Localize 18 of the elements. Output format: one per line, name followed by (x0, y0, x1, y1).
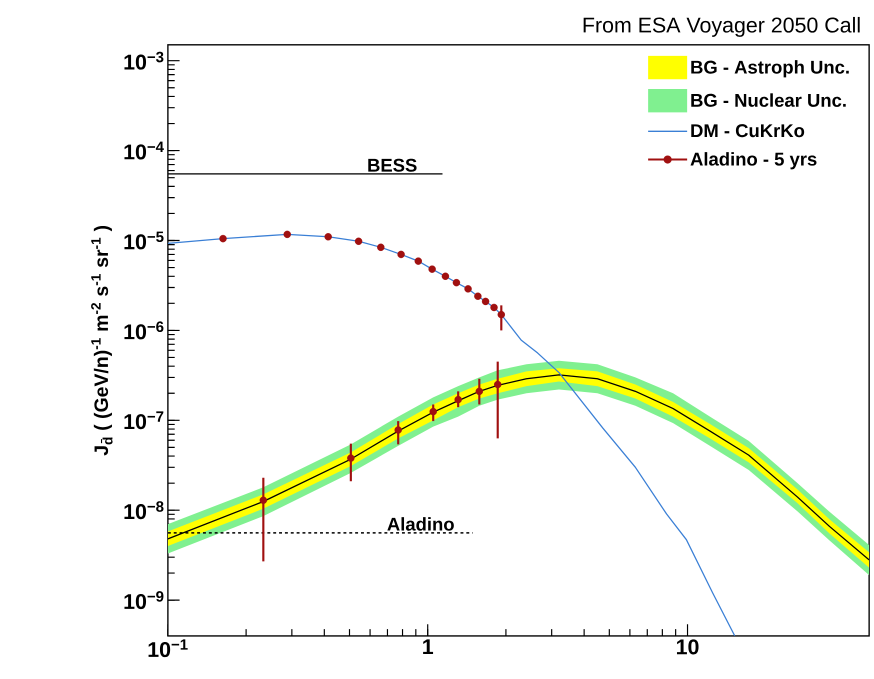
annotation: BESS (368, 158, 417, 172)
x-tick-label: 10$^{−1}$ (148, 639, 188, 658)
y-tick-label: 10$^{−4}$ (124, 142, 164, 160)
legend-label: BG - Nuclear Unc. (691, 93, 846, 107)
y-tick-label: 10$^{−6}$ (124, 322, 164, 340)
y-tick-label: 10$^{−3}$ (124, 52, 164, 70)
text: From ESA Voyager 2050 Call (584, 17, 860, 37)
legend-label: Aladino - 5 yrs (690, 152, 816, 170)
legend-label: BG - Astroph Unc. (691, 60, 849, 78)
legend-label: DM - CuKrKo (691, 124, 804, 138)
x-tick-label: 10 (676, 639, 699, 655)
y-tick-label: 10$^{−5}$ (124, 232, 164, 250)
y-tick-label: 10$^{−7}$ (124, 411, 164, 430)
y-tick-label: 10$^{−8}$ (124, 501, 164, 520)
text: J$_{d̄}$ ( (GeV/n)$^{-1}$ m$^{-2}$ s$^{-1}$ sr$^{-1}$ ) (91, 226, 113, 456)
annotation: Aladino (387, 517, 454, 531)
x-tick-label: 1 (423, 639, 434, 654)
y-tick-label: 10$^{−9}$ (124, 591, 164, 610)
